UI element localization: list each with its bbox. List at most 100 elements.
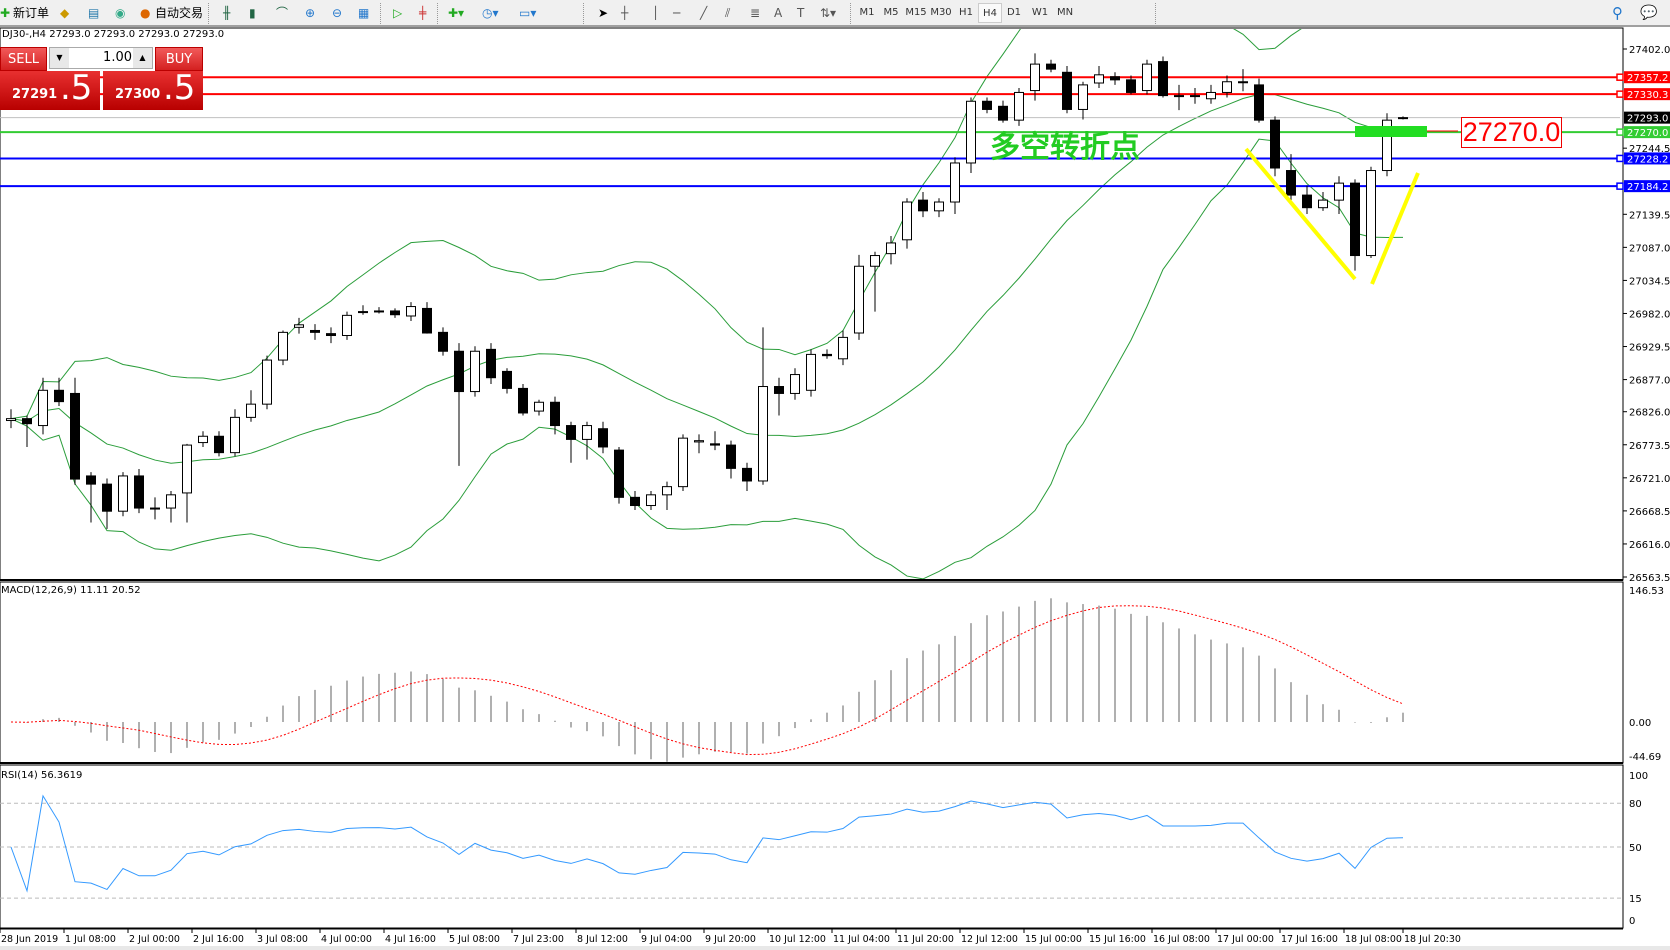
candle — [1238, 69, 1248, 92]
chart-shift-icon[interactable]: ╪ — [419, 6, 427, 20]
line-chart-icon[interactable]: ⌒ — [276, 6, 289, 20]
auto-scroll-icon[interactable]: ▷ — [393, 6, 403, 20]
tf-h1[interactable]: H1 — [959, 7, 973, 18]
lot-size-input[interactable]: 1.00 — [103, 50, 132, 65]
candle-body — [214, 435, 224, 454]
rsi-label: RSI(14) 56.3619 — [1, 770, 83, 781]
lot-increase-icon[interactable]: ▲ — [133, 48, 152, 68]
sell-price-fraction: .5 — [60, 68, 93, 108]
lot-size-stepper[interactable]: ▼ 1.00 ▲ — [49, 47, 153, 69]
tf-m1[interactable]: M1 — [859, 7, 875, 18]
candle — [86, 472, 96, 523]
candlestick-icon[interactable]: ▮ — [249, 6, 256, 20]
candle-body — [870, 255, 880, 267]
sell-price-box[interactable]: 27291 .5 — [0, 68, 100, 110]
candle — [678, 434, 688, 492]
candle-body — [262, 359, 272, 405]
price-line-label-bg — [1624, 126, 1670, 139]
macd-tick-label: 0.00 — [1629, 718, 1651, 729]
buy-button[interactable]: BUY — [155, 47, 203, 71]
zoom-out-icon[interactable]: ⊖ — [332, 6, 343, 20]
yellow-trendline — [1370, 172, 1420, 285]
buy-price-box[interactable]: 27300 .5 — [103, 68, 203, 110]
candle-body — [1206, 91, 1216, 100]
candle-body — [182, 444, 192, 494]
tf-m30[interactable]: M30 — [930, 7, 952, 18]
candle-body — [1174, 95, 1184, 98]
candle-body — [678, 437, 688, 488]
crosshair-icon[interactable]: ┼ — [621, 6, 629, 20]
vertical-line-icon[interactable]: │ — [652, 6, 660, 20]
bar-chart-icon[interactable]: ╫ — [223, 6, 231, 20]
macd-tick-label: 146.53 — [1629, 586, 1664, 597]
candle-body — [982, 100, 992, 110]
indicators-icon[interactable]: ✚▾ — [448, 6, 465, 20]
market-watch-icon[interactable]: ◆ — [60, 6, 70, 20]
tf-mn[interactable]: MN — [1056, 7, 1074, 18]
periods-icon[interactable]: ◷▾ — [482, 6, 499, 20]
candle-body — [70, 392, 80, 480]
candle — [1046, 59, 1056, 73]
candle — [1158, 56, 1168, 98]
candle-body — [1318, 199, 1328, 209]
y-tick-label: 26826.0 — [1629, 408, 1670, 419]
candle-body — [310, 329, 320, 333]
candle-body — [1078, 84, 1088, 110]
price-line-label-bg — [1624, 111, 1670, 124]
candle — [1270, 116, 1280, 177]
candle — [662, 481, 672, 510]
candle-body — [950, 162, 960, 203]
arrows-icon[interactable]: ⇅▾ — [820, 6, 837, 20]
sell-button[interactable]: SELL — [0, 47, 47, 71]
text-label-icon[interactable]: T — [797, 6, 805, 20]
channel-icon[interactable]: ⫽ — [725, 6, 731, 20]
tile-windows-icon[interactable]: ▦ — [358, 6, 370, 20]
trendline-icon[interactable]: ╱ — [700, 6, 708, 20]
candle-body — [294, 324, 304, 328]
candle-body — [710, 443, 720, 446]
tf-d1[interactable]: D1 — [1006, 7, 1022, 18]
candle — [886, 236, 896, 265]
y-tick-label: 26929.5 — [1629, 343, 1670, 354]
candle — [870, 251, 880, 312]
auto-trading-button[interactable]: 自动交易 — [155, 6, 204, 20]
candle — [374, 307, 384, 314]
candle — [950, 157, 960, 214]
candle-body — [902, 201, 912, 241]
new-order-icon[interactable]: ✚ — [0, 6, 11, 20]
lot-decrease-icon[interactable]: ▼ — [50, 48, 69, 68]
pivot-marker — [1355, 126, 1427, 137]
cursor-icon[interactable]: ➤ — [598, 6, 609, 20]
candle — [934, 198, 944, 218]
templates-icon[interactable]: ▭▾ — [519, 6, 537, 20]
candle — [438, 327, 448, 356]
zoom-in-icon[interactable]: ⊕ — [305, 6, 316, 20]
chat-icon[interactable]: 💬 — [1640, 5, 1658, 21]
candle — [6, 409, 16, 429]
tf-h4[interactable]: H4 — [978, 3, 1002, 23]
search-icon[interactable]: ⚲ — [1612, 4, 1623, 22]
candle-body — [694, 440, 704, 443]
x-tick-label: 1 Jul 08:00 — [65, 934, 116, 945]
signals-icon[interactable]: ◉ — [115, 6, 126, 20]
candle-body — [1014, 91, 1024, 121]
candle — [102, 478, 112, 529]
candle — [998, 100, 1008, 123]
candle-body — [118, 475, 128, 512]
tf-m15[interactable]: M15 — [905, 7, 927, 18]
fibonacci-icon[interactable]: ≣ — [750, 6, 761, 20]
tf-m5[interactable]: M5 — [883, 7, 899, 18]
auto-trading-icon[interactable]: ● — [140, 6, 151, 20]
text-icon[interactable]: A — [774, 6, 783, 20]
horizontal-line-icon[interactable]: ─ — [673, 6, 681, 20]
tf-w1[interactable]: W1 — [1031, 7, 1049, 18]
candle-body — [726, 444, 736, 469]
candle — [630, 491, 640, 510]
new-order-button[interactable]: 新订单 — [13, 6, 50, 20]
y-tick-label: 27139.5 — [1629, 210, 1670, 221]
candle — [1398, 116, 1408, 120]
candle — [1302, 185, 1312, 214]
navigator-icon[interactable]: ▤ — [88, 6, 100, 20]
candle-body — [1046, 63, 1056, 70]
